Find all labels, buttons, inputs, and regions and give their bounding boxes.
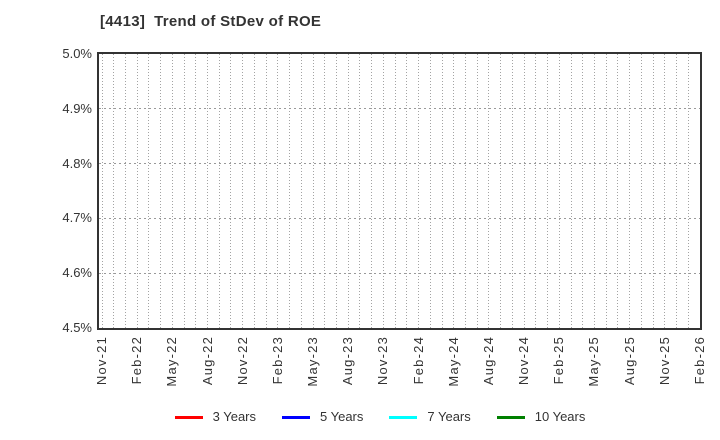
x-gridline xyxy=(464,54,466,328)
x-gridline xyxy=(253,54,255,328)
y-axis-tick-label: 5.0% xyxy=(62,46,92,61)
x-gridline xyxy=(277,54,279,328)
x-gridline xyxy=(535,54,537,328)
x-gridline xyxy=(336,54,337,328)
x-gridline xyxy=(441,54,443,328)
legend-line-swatch-10-years xyxy=(496,415,525,419)
legend-item-3-years: 3 Years xyxy=(174,408,256,426)
x-gridline xyxy=(101,54,103,328)
x-axis-tick-label: Feb-26 xyxy=(692,336,707,385)
x-gridline xyxy=(265,54,267,328)
x-gridline xyxy=(242,54,244,328)
x-gridline xyxy=(300,54,302,328)
x-gridline xyxy=(652,54,654,328)
x-gridline xyxy=(687,54,689,328)
x-gridline xyxy=(664,54,666,328)
chart-title: [4413] Trend of StDev of ROE xyxy=(100,13,322,30)
x-gridline xyxy=(511,54,513,328)
y-axis-tick-label: 4.6% xyxy=(62,265,92,281)
x-gridline xyxy=(160,54,162,328)
x-gridline xyxy=(394,54,396,328)
legend-item-7-years: 7 Years xyxy=(389,408,471,426)
legend-item-5-years: 5 Years xyxy=(282,408,363,426)
legend-item-label: 5 Years xyxy=(320,409,364,424)
legend-line-swatch-5-years xyxy=(282,415,310,419)
legend-item-label: 3 Years xyxy=(212,409,256,424)
y-gridline xyxy=(99,217,700,219)
x-gridline xyxy=(547,54,549,328)
x-gridline xyxy=(230,54,232,328)
x-gridline xyxy=(476,54,478,328)
x-gridline xyxy=(617,54,619,328)
x-gridline xyxy=(488,54,490,328)
x-gridline xyxy=(558,54,560,328)
x-gridline xyxy=(593,54,595,328)
x-gridline xyxy=(183,54,185,328)
x-gridline xyxy=(359,54,361,328)
y-axis-tick-label: 4.9% xyxy=(62,100,92,116)
x-gridline xyxy=(148,54,150,328)
x-gridline xyxy=(136,54,138,328)
x-gridline xyxy=(500,54,502,328)
x-gridline xyxy=(371,54,373,328)
legend-item-label: 10 Years xyxy=(534,409,586,424)
plot-area xyxy=(97,52,702,330)
x-gridline xyxy=(570,54,572,328)
x-gridline xyxy=(523,54,525,328)
x-gridline xyxy=(629,54,631,328)
x-gridline xyxy=(605,54,607,328)
x-gridline xyxy=(582,54,584,328)
x-gridline xyxy=(171,54,173,328)
legend-line-swatch-3-years xyxy=(174,415,203,419)
y-gridline xyxy=(99,163,700,165)
y-gridline xyxy=(99,272,700,274)
x-gridline xyxy=(195,54,197,328)
x-gridline xyxy=(676,54,678,328)
x-gridline xyxy=(640,54,642,328)
x-gridline xyxy=(113,54,115,328)
x-gridline xyxy=(382,54,384,328)
x-gridline xyxy=(406,54,408,328)
y-axis-tick-label: 4.8% xyxy=(62,155,92,171)
x-gridline xyxy=(207,54,209,328)
x-gridline xyxy=(124,54,126,328)
legend-item-label: 7 Years xyxy=(427,409,471,424)
x-gridline xyxy=(347,54,349,328)
x-gridline xyxy=(429,54,431,328)
x-gridline xyxy=(418,54,420,328)
y-axis-tick-label: 4.5% xyxy=(62,320,92,335)
x-gridline xyxy=(324,54,326,328)
legend: 3 Years 5 Years 7 Years 10 Years xyxy=(30,408,720,426)
x-gridline xyxy=(453,54,455,328)
y-axis-tick-label: 4.7% xyxy=(62,210,92,226)
legend-item-10-years: 10 Years xyxy=(496,408,586,426)
x-gridline xyxy=(218,54,220,328)
y-gridline xyxy=(99,108,700,110)
legend-line-swatch-7-years xyxy=(389,415,418,419)
x-gridline xyxy=(289,54,291,328)
x-gridline xyxy=(312,54,314,328)
